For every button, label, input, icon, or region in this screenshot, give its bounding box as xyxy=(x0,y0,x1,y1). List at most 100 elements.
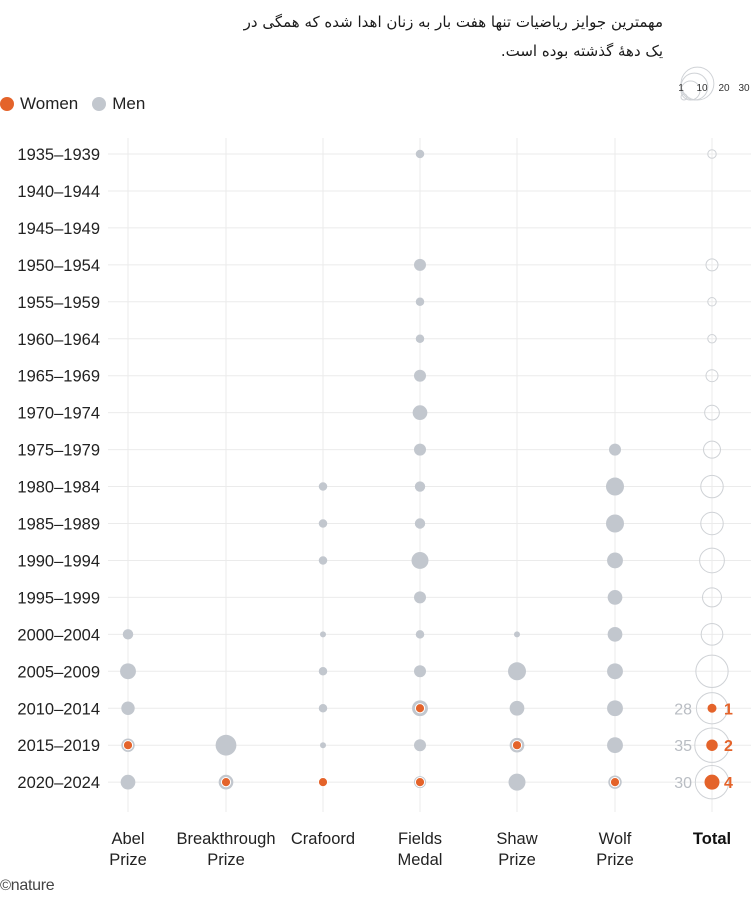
total-men-bubble xyxy=(695,692,729,725)
men-bubble xyxy=(215,734,237,756)
men-bubble xyxy=(415,297,425,307)
total-men-bubble xyxy=(705,258,719,272)
total-women-bubble xyxy=(706,739,718,751)
period-label: 1965–1969 xyxy=(17,368,100,386)
period-label: 2005–2009 xyxy=(17,663,100,681)
men-bubble xyxy=(414,369,426,382)
size-legend-circle xyxy=(680,80,701,101)
men-bubble xyxy=(415,149,425,159)
period-label: 1970–1974 xyxy=(17,405,100,423)
period-label: 1950–1954 xyxy=(17,257,100,275)
women-bubble xyxy=(122,740,134,751)
men-bubble xyxy=(412,405,428,420)
color-legend: Women Men xyxy=(0,94,159,114)
total-men-bubble xyxy=(695,654,729,688)
men-bubble xyxy=(320,631,326,638)
credit-text: nature xyxy=(10,877,55,894)
total-men-bubble xyxy=(707,334,717,344)
women-bubble xyxy=(317,777,329,788)
period-label: 1945–1949 xyxy=(17,220,100,238)
legend-men-swatch xyxy=(92,97,107,111)
legend-women-swatch xyxy=(0,97,14,111)
period-label: 1985–1989 xyxy=(17,516,100,534)
total-men-value: 30 xyxy=(674,775,692,792)
size-legend-circle xyxy=(680,72,709,101)
period-label: 1990–1994 xyxy=(17,552,100,570)
women-bubble xyxy=(414,777,426,788)
nature-credit: ©nature xyxy=(0,877,55,894)
total-men-value: 35 xyxy=(674,738,692,755)
period-label: 1980–1984 xyxy=(17,479,100,497)
grid xyxy=(108,138,751,812)
prize-label: Abel xyxy=(111,830,144,848)
men-bubble xyxy=(508,773,526,791)
total-men-bubble xyxy=(705,369,719,383)
size-legend: 1 10 20 30 xyxy=(678,66,750,101)
prize-label: Wolf xyxy=(599,830,632,848)
total-men-value: 28 xyxy=(674,701,692,718)
prize-label: Shaw xyxy=(496,830,537,848)
women-bubble xyxy=(609,777,621,788)
legend-men-label: Men xyxy=(112,94,146,113)
total-men-bubble xyxy=(694,727,730,763)
men-bubble xyxy=(606,477,624,496)
chart-title: مهمترین جوایز ریاضیات تنها هفت بار به زن… xyxy=(243,13,663,60)
total-men-bubble xyxy=(700,623,724,646)
legend-women: Women xyxy=(0,94,78,114)
men-bubble xyxy=(320,742,326,749)
legend-men: Men xyxy=(92,94,145,114)
men-bubble xyxy=(414,591,426,604)
men-bubble xyxy=(414,518,426,529)
men-bubble xyxy=(120,774,136,790)
period-label: 1975–1979 xyxy=(17,442,100,460)
prize-label: Fields xyxy=(398,830,442,848)
men-bubble xyxy=(122,629,134,640)
men-bubble xyxy=(414,443,426,456)
men-bubble xyxy=(607,552,623,569)
men-bubble xyxy=(318,519,328,528)
men-bubble xyxy=(609,443,621,456)
men-bubble xyxy=(415,630,425,639)
prize-label: Crafoord xyxy=(291,830,355,848)
size-legend-circle xyxy=(680,93,688,101)
total-men-bubble xyxy=(694,764,730,800)
total-men-bubble xyxy=(707,297,717,307)
size-legend-label: 1 xyxy=(678,83,684,94)
period-label: 1995–1999 xyxy=(17,589,100,607)
total-women-value: 1 xyxy=(724,701,733,718)
total-men-bubble xyxy=(704,404,720,421)
men-bubble xyxy=(318,667,328,676)
period-label: 1955–1959 xyxy=(17,294,100,312)
total-men-bubble xyxy=(702,587,722,608)
total-women-value: 4 xyxy=(724,775,733,792)
size-legend-label: 10 xyxy=(696,83,708,94)
prize-label: Prize xyxy=(498,851,536,869)
men-bubble xyxy=(414,481,426,492)
prize-label: Prize xyxy=(596,851,634,869)
total-men-bubble xyxy=(699,547,725,574)
total-men-bubble xyxy=(700,511,724,536)
men-bubble xyxy=(318,482,328,491)
prize-label: Prize xyxy=(207,851,245,869)
period-label: 2000–2004 xyxy=(17,626,100,644)
men-bubble xyxy=(509,700,525,716)
total-women-value: 2 xyxy=(724,738,733,755)
men-bubble xyxy=(508,662,526,681)
women-bubble xyxy=(511,740,523,751)
period-label: 1940–1944 xyxy=(17,183,100,201)
total-label: Total xyxy=(693,830,731,848)
men-bubble xyxy=(607,663,623,680)
men-bubble xyxy=(606,514,624,533)
men-bubble xyxy=(607,590,623,605)
men-bubble xyxy=(318,556,328,565)
men-bubble xyxy=(414,739,426,752)
size-legend-label: 30 xyxy=(738,83,750,94)
prize-label: Medal xyxy=(398,851,443,869)
men-bubble xyxy=(607,700,623,717)
men-bubble xyxy=(318,704,328,713)
total-women-bubble xyxy=(707,703,717,713)
size-legend-label: 20 xyxy=(718,83,730,94)
period-label: 2010–2014 xyxy=(17,700,100,718)
legend-women-label: Women xyxy=(20,94,79,113)
